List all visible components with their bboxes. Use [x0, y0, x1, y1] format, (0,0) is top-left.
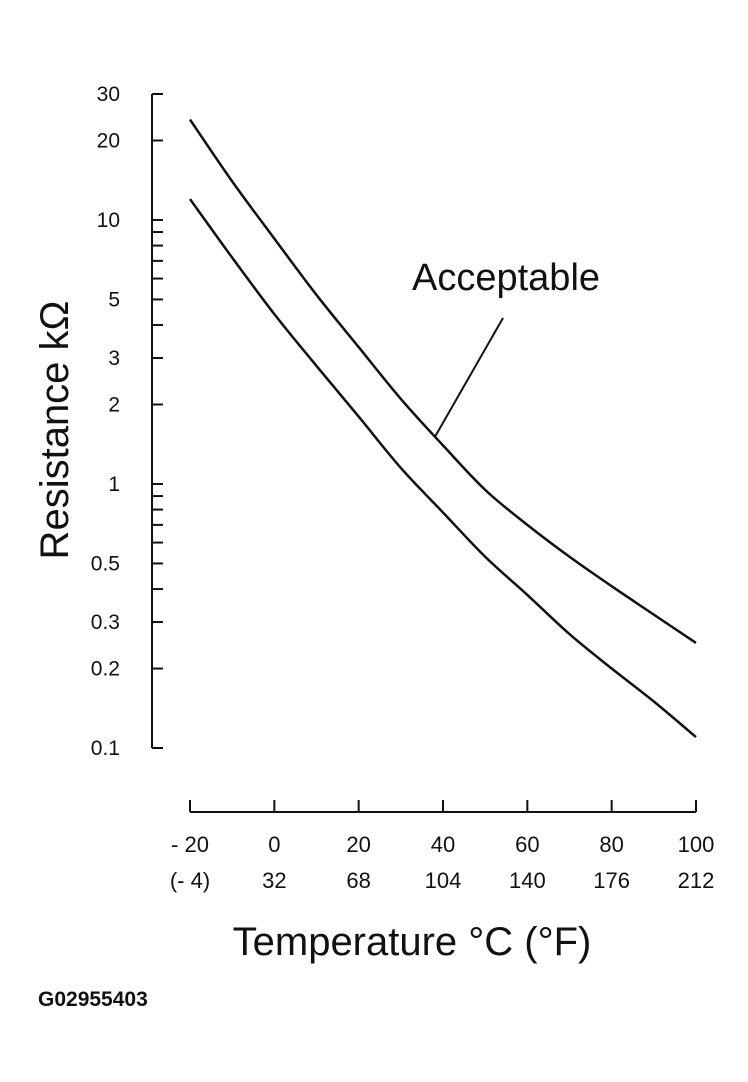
- x-tick-label-fahrenheit: (- 4): [170, 868, 210, 893]
- y-tick-label: 3: [108, 347, 120, 370]
- y-tick-label: 0.5: [91, 552, 120, 575]
- lower-limit-curve: [188, 198, 697, 739]
- x-tick-label-fahrenheit: 68: [346, 868, 370, 893]
- x-tick-label-celsius: 80: [599, 832, 623, 857]
- upper-limit-curve: [188, 118, 697, 644]
- y-tick-label: 10: [97, 209, 120, 232]
- annotation-label: Acceptable: [412, 257, 600, 299]
- y-tick-label: 0.3: [91, 611, 120, 634]
- x-tick-label-celsius: 20: [346, 832, 370, 857]
- x-tick-label-fahrenheit: 32: [262, 868, 286, 893]
- x-tick-label-celsius: 40: [431, 832, 455, 857]
- y-tick-label: 1: [108, 473, 120, 496]
- x-tick-label-celsius: 0: [268, 832, 280, 857]
- y-tick-label: 2: [108, 394, 120, 417]
- x-axis: - 20 (- 4) 0 32 20 68 40 104 60 140 80 176 100 212: [170, 800, 715, 893]
- x-tick-label-celsius: 100: [678, 832, 715, 857]
- y-tick-label: 5: [108, 288, 120, 311]
- y-tick-label: 0.1: [91, 737, 120, 760]
- y-tick-label: 20: [97, 129, 120, 152]
- x-tick-label-fahrenheit: 140: [509, 868, 546, 893]
- y-tick-label: 30: [97, 83, 120, 106]
- annotation-leader-line: [433, 317, 504, 438]
- x-axis-title: Temperature °C (°F): [233, 920, 592, 964]
- y-tick-label: 0.2: [91, 658, 120, 681]
- x-tick-label-fahrenheit: 176: [593, 868, 630, 893]
- x-tick-label-celsius: 60: [515, 832, 539, 857]
- x-tick-label-fahrenheit: 212: [678, 868, 715, 893]
- y-axis-title: Resistance kΩ: [33, 301, 77, 560]
- x-tick-label-fahrenheit: 104: [425, 868, 462, 893]
- figure-id: G02955403: [38, 988, 148, 1011]
- y-axis: 30 20 10 5 3 2 1 0.5 0.3 0.2 0.1: [91, 83, 163, 760]
- x-tick-label-celsius: - 20: [171, 832, 209, 857]
- annotation: Acceptable: [412, 257, 600, 438]
- series-lines: [188, 118, 697, 739]
